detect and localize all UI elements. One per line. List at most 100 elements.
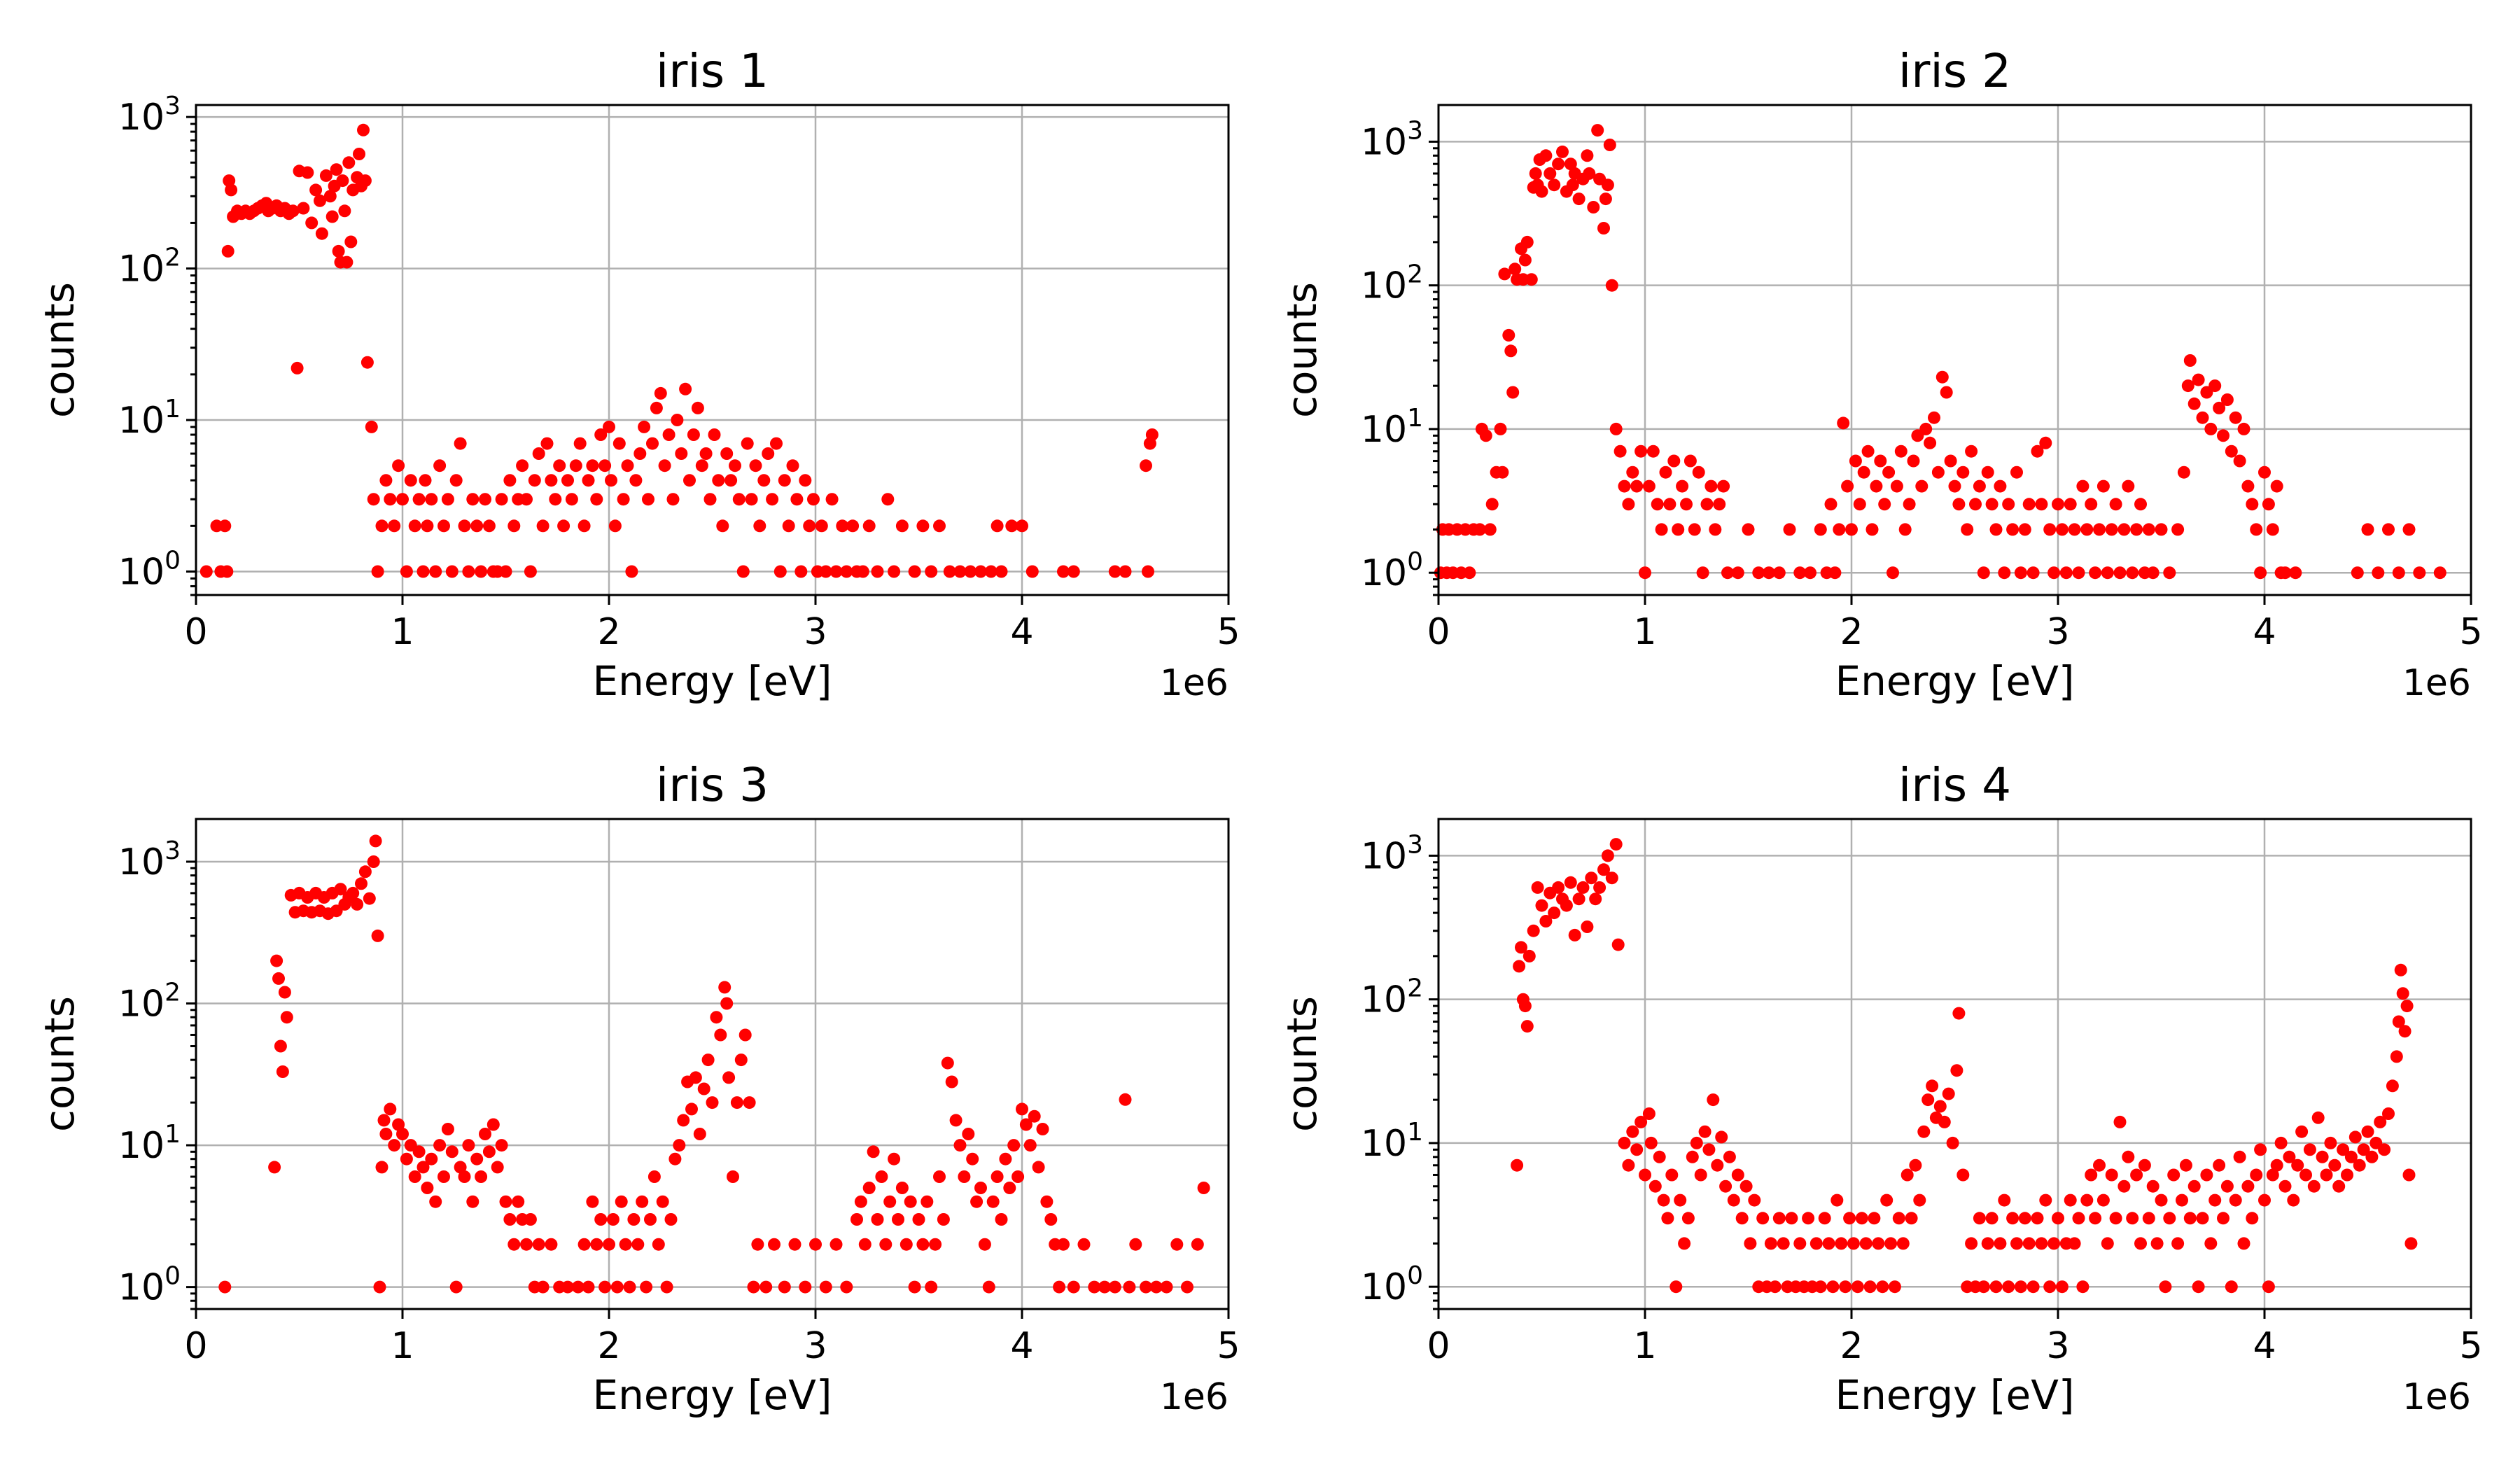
- data-point: [699, 447, 713, 460]
- data-point: [1140, 1280, 1152, 1294]
- data-point: [1686, 1150, 1699, 1163]
- data-point: [1744, 1237, 1757, 1250]
- data-point: [895, 519, 909, 533]
- data-point: [883, 1195, 897, 1208]
- data-point: [2241, 479, 2255, 493]
- data-point: [1994, 1237, 2007, 1250]
- data-point: [1556, 145, 1569, 158]
- data-point: [605, 474, 617, 487]
- data-point: [1768, 1280, 1782, 1294]
- data-point: [1568, 928, 1581, 941]
- data-point: [1933, 1100, 1947, 1113]
- data-point: [1170, 1238, 1184, 1251]
- data-point: [1653, 1150, 1666, 1163]
- data-point: [1098, 1280, 1111, 1294]
- chart-title: iris 1: [656, 44, 769, 98]
- data-point: [351, 897, 364, 911]
- data-point: [1926, 1079, 1939, 1093]
- data-point: [1618, 479, 1631, 493]
- y-tick-label: 100: [118, 1262, 181, 1309]
- data-point: [2254, 566, 2267, 580]
- data-point: [2101, 566, 2114, 580]
- data-point: [388, 519, 401, 533]
- data-point: [2163, 566, 2176, 580]
- data-point: [799, 474, 812, 487]
- data-point: [2022, 498, 2036, 511]
- data-point: [629, 474, 643, 487]
- data-point: [408, 519, 421, 533]
- data-point: [1518, 1000, 1532, 1013]
- data-point: [225, 183, 238, 197]
- data-point: [1731, 566, 1744, 580]
- data-point: [1644, 1136, 1658, 1149]
- data-point: [2413, 566, 2426, 580]
- data-point: [2002, 498, 2015, 511]
- data-point: [499, 565, 512, 578]
- data-point: [2382, 1107, 2395, 1120]
- data-point: [524, 565, 537, 578]
- data-point: [1149, 1280, 1163, 1294]
- data-point: [1950, 1064, 1963, 1077]
- data-point: [1676, 479, 1689, 493]
- data-point: [384, 493, 397, 506]
- data-point: [1630, 479, 1644, 493]
- data-point: [2300, 1168, 2312, 1182]
- data-point: [799, 1280, 812, 1294]
- data-point: [218, 1280, 232, 1294]
- x-tick-label: 3: [804, 1325, 827, 1367]
- data-point: [470, 1152, 484, 1166]
- data-point: [1698, 1125, 1712, 1138]
- data-point: [2163, 1212, 2176, 1225]
- data-point: [2047, 1237, 2061, 1250]
- data-point: [433, 1139, 447, 1152]
- data-point: [1721, 566, 1734, 580]
- data-point: [2076, 479, 2090, 493]
- data-point: [2072, 1212, 2085, 1225]
- data-point: [908, 1280, 921, 1294]
- data-point: [357, 123, 370, 136]
- data-point: [850, 1213, 863, 1226]
- data-point: [1583, 167, 1596, 180]
- data-point: [2398, 1025, 2412, 1038]
- data-point: [2093, 1158, 2106, 1172]
- data-point: [925, 1280, 938, 1294]
- data-point: [2096, 479, 2110, 493]
- data-point: [375, 1161, 388, 1174]
- data-point: [1913, 1194, 1926, 1207]
- data-point: [1572, 892, 1586, 906]
- data-point: [1680, 498, 1693, 511]
- data-point: [412, 1145, 426, 1158]
- data-point: [1639, 566, 1651, 580]
- data-point: [1544, 167, 1557, 180]
- data-point: [2246, 498, 2259, 511]
- data-point: [1634, 1115, 1648, 1128]
- x-tick-label: 5: [2459, 1325, 2482, 1367]
- data-point: [1833, 523, 1846, 536]
- data-point: [974, 565, 987, 578]
- data-point: [1928, 411, 1940, 424]
- data-point: [720, 997, 734, 1010]
- data-point: [1905, 1212, 1918, 1225]
- data-point: [2155, 523, 2168, 536]
- data-point: [2096, 1194, 2110, 1207]
- data-point: [953, 1139, 967, 1152]
- data-point: [272, 972, 285, 985]
- data-point: [1989, 1280, 2003, 1294]
- data-point: [1535, 899, 1548, 912]
- data-point: [499, 1195, 512, 1208]
- data-point: [396, 493, 409, 506]
- data-point: [621, 459, 634, 472]
- data-point: [384, 1102, 397, 1116]
- data-point: [503, 474, 517, 487]
- data-point: [1898, 523, 1912, 536]
- data-point: [369, 834, 382, 848]
- data-point: [367, 493, 380, 506]
- data-point: [636, 1195, 649, 1208]
- data-point: [1585, 872, 1598, 885]
- data-point: [1837, 416, 1850, 430]
- data-point: [2118, 1180, 2131, 1193]
- data-point: [2372, 566, 2385, 580]
- data-point: [1670, 1280, 1683, 1294]
- data-point: [862, 519, 876, 533]
- data-point: [445, 565, 458, 578]
